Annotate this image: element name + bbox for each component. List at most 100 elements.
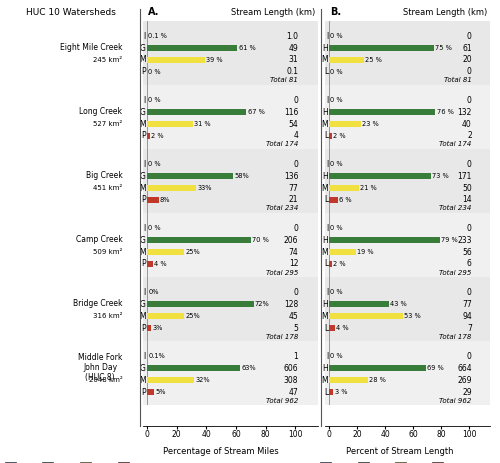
Text: Total 234: Total 234 (440, 206, 472, 212)
Bar (147, 377, 194, 383)
Bar (329, 389, 334, 395)
Text: 136: 136 (284, 172, 298, 181)
Text: Stream Length (km): Stream Length (km) (403, 8, 487, 17)
Text: 0 %: 0 % (148, 97, 161, 103)
Text: 0 %: 0 % (330, 97, 343, 103)
Text: 45: 45 (288, 312, 298, 321)
Bar (329, 313, 404, 319)
Text: 0: 0 (467, 352, 472, 361)
Bar (147, 45, 238, 51)
Bar (147, 301, 254, 307)
Bar (329, 365, 426, 371)
Text: 21: 21 (288, 195, 298, 205)
Text: 0 %: 0 % (330, 161, 343, 167)
Text: 33%: 33% (197, 185, 212, 191)
Text: I: I (144, 32, 146, 41)
Text: 31: 31 (288, 56, 298, 64)
Bar (329, 121, 362, 127)
Text: M: M (139, 56, 146, 64)
Text: 32%: 32% (196, 377, 210, 383)
Text: 6: 6 (467, 259, 472, 269)
Text: Eight Mile Creek: Eight Mile Creek (60, 43, 122, 52)
Text: 0: 0 (294, 96, 298, 105)
Text: M: M (322, 312, 328, 321)
Text: 25 %: 25 % (366, 57, 382, 63)
Bar (329, 325, 335, 331)
Text: Total 962: Total 962 (440, 398, 472, 404)
Text: 0 %: 0 % (330, 353, 343, 359)
Text: 4 %: 4 % (336, 325, 348, 331)
Text: I: I (144, 224, 146, 233)
Text: 74: 74 (288, 248, 298, 257)
Text: 12: 12 (288, 259, 298, 269)
Text: 73 %: 73 % (432, 173, 449, 179)
Text: 8%: 8% (160, 197, 170, 203)
Text: 0 %: 0 % (330, 225, 343, 232)
Text: 56: 56 (462, 248, 472, 257)
Text: 77: 77 (462, 300, 472, 309)
Text: 664: 664 (457, 364, 472, 373)
Text: M: M (139, 375, 146, 385)
Text: I: I (144, 160, 146, 169)
Bar (329, 133, 332, 139)
Text: M: M (139, 312, 146, 321)
Text: 77: 77 (288, 183, 298, 193)
Text: M: M (322, 119, 328, 129)
Bar (147, 185, 196, 191)
Text: P: P (141, 324, 146, 332)
Text: G: G (140, 44, 146, 53)
Text: G: G (140, 364, 146, 373)
Text: 0 %: 0 % (330, 289, 343, 295)
Bar (147, 249, 184, 255)
Text: I: I (326, 352, 328, 361)
Text: B.: B. (330, 7, 341, 17)
Text: 0: 0 (467, 67, 472, 76)
Text: Stream Length (km): Stream Length (km) (231, 8, 315, 17)
Text: L: L (324, 259, 328, 269)
Text: 606: 606 (284, 364, 298, 373)
Text: G: G (140, 236, 146, 245)
Text: HUC 10 Watersheds: HUC 10 Watersheds (26, 8, 116, 17)
Bar (329, 45, 434, 51)
Text: Total 81: Total 81 (444, 77, 472, 83)
Text: M: M (139, 183, 146, 193)
Text: 0 %: 0 % (330, 33, 343, 39)
Text: 25%: 25% (185, 313, 200, 319)
Text: M: M (322, 56, 328, 64)
Text: H: H (322, 44, 328, 53)
Text: 6 %: 6 % (338, 197, 351, 203)
Text: I: I (326, 160, 328, 169)
Text: I: I (326, 224, 328, 233)
Text: 206: 206 (284, 236, 298, 245)
Text: 61 %: 61 % (238, 45, 256, 51)
Bar (147, 238, 251, 243)
Text: 53 %: 53 % (404, 313, 421, 319)
Text: 1: 1 (294, 352, 298, 361)
Text: 21 %: 21 % (360, 185, 376, 191)
Text: 233: 233 (458, 236, 472, 245)
Bar (147, 389, 154, 395)
Bar (147, 121, 193, 127)
Text: 451 km²: 451 km² (93, 185, 122, 191)
Text: Middle Fork
John Day
(HUC 8): Middle Fork John Day (HUC 8) (78, 353, 122, 382)
Text: H: H (322, 108, 328, 117)
Text: H: H (322, 364, 328, 373)
Text: 47: 47 (288, 388, 298, 397)
Text: 61: 61 (462, 44, 472, 53)
Text: M: M (139, 248, 146, 257)
Text: 269: 269 (458, 375, 472, 385)
Text: 0: 0 (294, 224, 298, 233)
Bar (329, 57, 364, 63)
Text: 0: 0 (294, 288, 298, 297)
Text: 0 %: 0 % (148, 161, 161, 167)
Bar (329, 377, 368, 383)
Text: 316 km²: 316 km² (93, 313, 122, 319)
Text: G: G (140, 108, 146, 117)
Text: Percent of Stream Length: Percent of Stream Length (346, 447, 453, 456)
Text: 94: 94 (462, 312, 472, 321)
Text: 54: 54 (288, 119, 298, 129)
Text: L: L (324, 324, 328, 332)
Text: 0: 0 (467, 96, 472, 105)
Bar (329, 261, 332, 267)
Text: Total 178: Total 178 (266, 333, 298, 339)
